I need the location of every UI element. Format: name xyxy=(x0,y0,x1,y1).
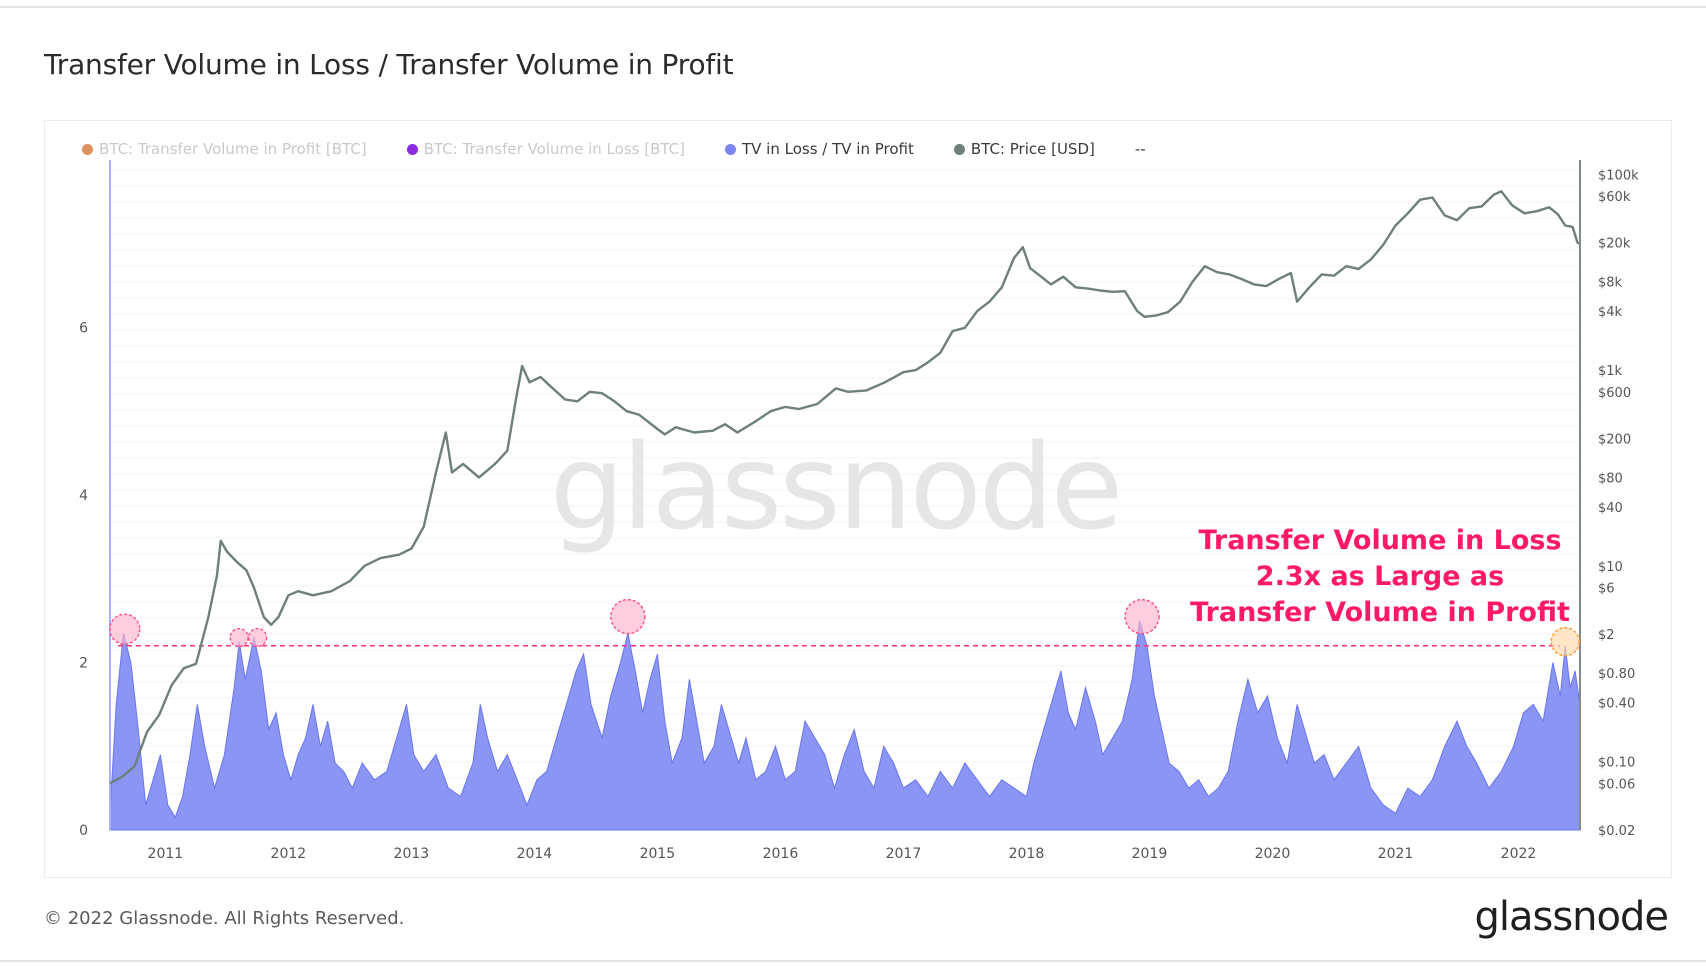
right-tick-label: $0.40 xyxy=(1598,697,1635,712)
right-tick-label: $20k xyxy=(1598,237,1631,252)
left-tick-label: 4 xyxy=(79,488,88,504)
x-tick-label: 2019 xyxy=(1132,846,1168,862)
right-tick-label: $0.80 xyxy=(1598,667,1635,682)
legend-item-tv-profit[interactable]: BTC: Transfer Volume in Profit [BTC] xyxy=(82,140,367,158)
legend-label: TV in Loss / TV in Profit xyxy=(741,140,914,158)
right-tick-label: $2 xyxy=(1598,628,1615,643)
annotation-line: Transfer Volume in Profit xyxy=(1190,597,1570,628)
x-tick-label: 2011 xyxy=(148,846,184,862)
legend-extra-label: -- xyxy=(1134,140,1146,158)
legend-label: BTC: Price [USD] xyxy=(970,140,1095,158)
ratio-area xyxy=(109,620,1581,831)
right-tick-label: $4k xyxy=(1598,305,1623,320)
legend-dot-icon xyxy=(953,143,965,155)
x-tick-label: 2013 xyxy=(394,846,430,862)
x-tick-label: 2014 xyxy=(517,846,553,862)
x-tick-label: 2016 xyxy=(763,846,799,862)
right-tick-label: $8k xyxy=(1598,276,1623,291)
right-tick-label: $6 xyxy=(1598,582,1615,597)
peak-highlight-circle xyxy=(1124,598,1160,635)
right-tick-label: $600 xyxy=(1598,386,1631,401)
watermark-text: glassnode xyxy=(550,418,1120,556)
bottom-rule xyxy=(0,960,1706,962)
right-tick-label: $1k xyxy=(1598,364,1623,379)
x-tick-label: 2022 xyxy=(1501,846,1537,862)
right-tick-label: $10 xyxy=(1598,560,1623,575)
right-tick-label: $0.06 xyxy=(1598,777,1635,792)
right-tick-label: $100k xyxy=(1598,168,1639,183)
annotation-line: 2.3x as Large as xyxy=(1256,561,1504,592)
peak-highlight-circle xyxy=(229,627,249,648)
chart-legend: BTC: Transfer Volume in Profit [BTC] BTC… xyxy=(82,137,1186,161)
legend-item-extra[interactable]: -- xyxy=(1135,140,1146,158)
right-tick-label: $0.10 xyxy=(1598,756,1635,771)
legend-label: BTC: Transfer Volume in Loss [BTC] xyxy=(423,140,685,158)
page-title: Transfer Volume in Loss / Transfer Volum… xyxy=(44,48,734,81)
x-tick-label: 2021 xyxy=(1378,846,1414,862)
legend-dot-icon xyxy=(82,143,93,155)
x-tick-label: 2012 xyxy=(271,846,307,862)
footer-copyright: © 2022 Glassnode. All Rights Reserved. xyxy=(44,908,405,929)
legend-item-tv-loss[interactable]: BTC: Transfer Volume in Loss [BTC] xyxy=(406,140,685,158)
glassnode-logo: glassnode xyxy=(1474,894,1669,940)
right-tick-label: $40 xyxy=(1598,501,1623,516)
price-line xyxy=(109,190,1581,785)
peak-highlight-circle xyxy=(610,598,646,635)
peak-highlight-circle xyxy=(109,613,141,645)
x-tick-label: 2015 xyxy=(640,846,676,862)
left-tick-label: 0 xyxy=(79,823,88,839)
right-tick-label: $60k xyxy=(1598,190,1631,205)
legend-dot-icon xyxy=(724,143,736,155)
legend-label: BTC: Transfer Volume in Profit [BTC] xyxy=(99,140,367,158)
peak-highlight-circle xyxy=(247,627,268,648)
legend-item-tv-ratio[interactable]: TV in Loss / TV in Profit xyxy=(724,140,914,158)
x-tick-label: 2020 xyxy=(1255,846,1291,862)
x-tick-label: 2018 xyxy=(1009,846,1045,862)
left-tick-label: 2 xyxy=(79,656,88,672)
current-highlight-circle xyxy=(1550,627,1580,657)
legend-item-btc-price[interactable]: BTC: Price [USD] xyxy=(953,140,1095,158)
right-tick-label: $200 xyxy=(1598,432,1631,447)
right-tick-label: $80 xyxy=(1598,471,1623,486)
right-tick-label: $0.02 xyxy=(1598,824,1635,839)
annotation-line: Transfer Volume in Loss xyxy=(1198,525,1561,556)
left-tick-label: 6 xyxy=(79,321,88,337)
x-tick-label: 2017 xyxy=(886,846,922,862)
top-rule xyxy=(0,6,1706,8)
legend-dot-icon xyxy=(406,143,418,155)
